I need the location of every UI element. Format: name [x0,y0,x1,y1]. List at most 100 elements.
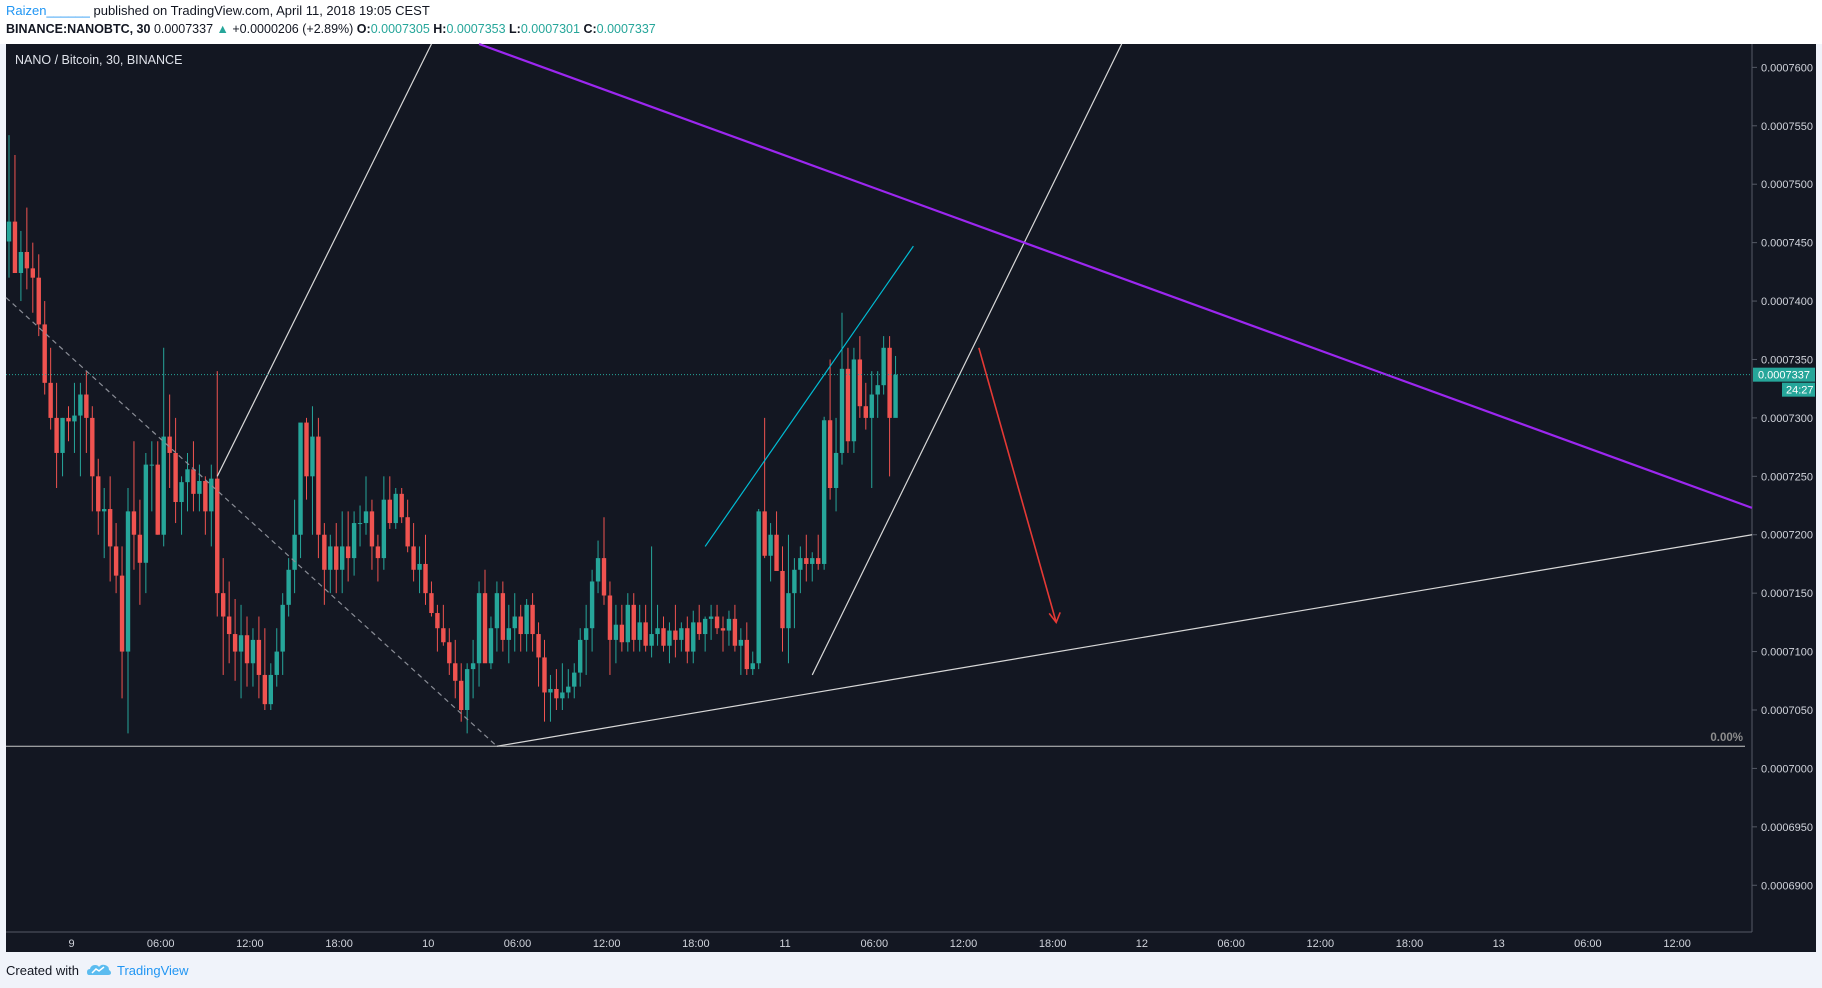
candle-body-down [619,624,625,643]
time-tick-label: 06:00 [504,938,532,950]
candle-body-down [530,604,535,635]
candle-body-down [48,382,53,418]
candle-body-down [322,534,327,570]
candle-body-down [42,324,47,383]
price-tick-label: 0.0006900 [1761,880,1813,892]
candle-body-up [560,692,565,699]
candle-body-down [536,634,541,658]
candle-body-up [506,628,511,640]
cyan-channel-line [704,245,914,547]
time-tick-label: 12:00 [236,938,264,950]
low-value: 0.0007301 [520,22,580,36]
candle-body-down [411,546,416,570]
candle-body-down [762,511,767,556]
candle-body-down [423,563,428,594]
candle-body-up [637,622,642,640]
candle-body-up [149,464,154,466]
candle-body-up [179,482,184,503]
candle-body-down [607,595,613,640]
candle-body-down [601,558,607,596]
candle-body-up [613,624,619,640]
candle-body-down [30,268,35,278]
candle-body-up [572,672,577,687]
time-axis-background [6,932,1752,952]
chart-background [6,44,1752,932]
up-triangle-icon: ▲ [216,22,229,36]
candle-body-down [482,593,488,664]
footer: Created with TradingView [0,952,1822,988]
candle-body-down [631,604,636,640]
price-tick-label: 0.0007000 [1761,763,1813,775]
low-label: L: [509,22,521,36]
high-label: H: [433,22,447,36]
candle-body-up [209,478,214,512]
candle-body-up [250,639,256,664]
time-tick-label: 9 [68,938,74,950]
author-link[interactable]: Raizen______ [6,3,90,18]
candle-body-up [292,534,297,570]
time-tick-label: 12:00 [1663,938,1691,950]
candle-body-up [881,347,886,386]
candle-body-up [470,663,476,670]
candle-body-down [107,509,113,547]
time-tick-label: 13 [1493,938,1505,950]
candle-body-down [554,688,559,699]
candle-body-up [363,511,369,524]
last-price-badge [1753,367,1815,382]
white-channel-line-upper [216,43,432,477]
candle-body-up [393,493,398,524]
candle-body-down [887,347,892,418]
candle-body-up [476,593,482,664]
white-channel-line-lower [811,43,1123,676]
candle-body-down [262,674,268,705]
countdown-label: 24:27 [1786,385,1814,397]
candle-body-down [226,616,232,635]
candle-body-up [851,359,857,442]
candle-body-down [119,575,125,652]
open-label: O: [356,22,371,36]
purple-descending-trendline [478,42,1753,509]
candle-body-down [36,277,41,325]
price-tick-label: 0.0007150 [1761,588,1813,600]
candle-body-down [845,368,851,442]
price-tick-label: 0.0007250 [1761,471,1813,483]
candle-body-down [215,478,220,594]
candle-body-down [673,630,678,640]
candle-body-up [595,558,601,582]
candle-body-down [137,534,143,563]
candle-body-down [96,476,101,512]
candle-body-up [589,581,595,629]
time-tick-label: 18:00 [325,938,353,950]
price-tick-label: 0.0007500 [1761,179,1813,191]
candle-body-up [583,628,589,640]
candle-body-up [488,628,494,664]
candle-body-up [78,394,83,416]
candle-body-down [316,436,321,535]
candle-body-up [548,688,553,693]
candle-body-down [167,436,172,453]
candle-body-down [369,511,375,547]
header: Raizen______ published on TradingView.co… [0,0,1822,44]
created-with-text: Created with [6,963,79,978]
candle-body-down [131,511,137,535]
last-price: 0.0007337 [153,22,214,36]
candle-body-up [512,616,517,629]
candle-body-up [821,420,827,564]
candle-body-down [84,394,89,418]
time-tick-label: 18:00 [682,938,710,950]
candle-body-down [304,422,309,477]
candle-body-down [453,663,458,681]
candle-body-up [357,523,363,525]
tradingview-link[interactable]: TradingView [117,963,189,978]
price-tick-label: 0.0007450 [1761,238,1813,250]
candle-body-up [833,452,839,488]
candle-body-down [744,639,749,670]
publish-line: Raizen______ published on TradingView.co… [6,3,430,18]
candle-body-down [405,517,410,547]
candle-body-up [893,374,898,418]
candle-body-up [238,635,244,652]
candle-body-up [750,663,755,670]
candle-body-up [810,558,815,564]
price-tick-label: 0.0007300 [1761,413,1813,425]
